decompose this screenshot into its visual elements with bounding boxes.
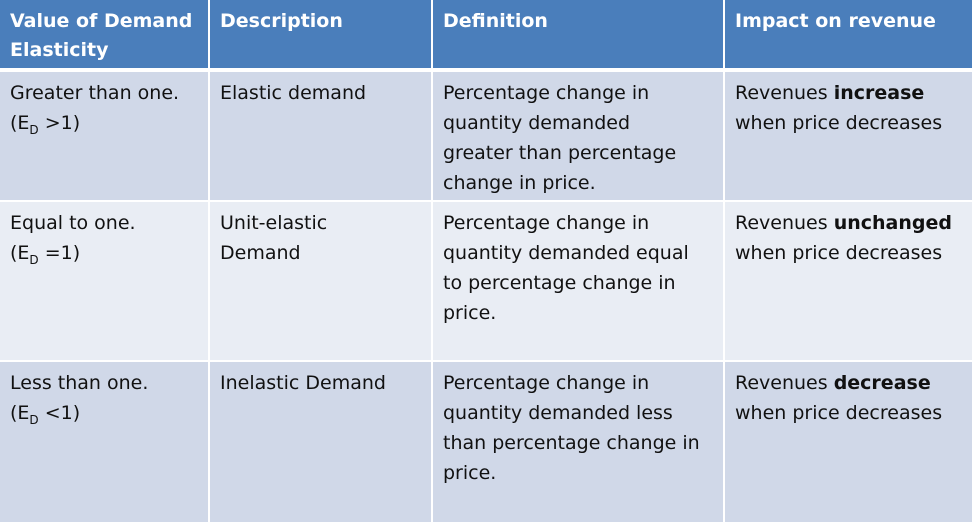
row3-definition-cell: Percentage change in quantity demanded l… [433,362,725,524]
row3-definition-line1: Percentage change in [443,372,650,394]
row2-definition-line3: to percentage change in [443,272,676,294]
header-col1-line1: Value of Demand [10,10,193,32]
header-description: Description [210,0,433,72]
row3-value-cell: Less than one. (ED <1) [0,362,210,524]
row1-impact-line1: Revenues increase [735,82,925,104]
row2-description-line1: Unit-elastic [220,212,328,234]
row3-description-cell: Inelastic Demand [210,362,433,524]
row2-value-cell: Equal to one. (ED =1) [0,202,210,362]
row3-impact-line2: when price decreases [735,402,943,424]
row1-value-line1: Greater than one. [10,82,180,104]
row1-definition-line2: quantity demanded [443,112,631,134]
row1-value-cell: Greater than one. (ED >1) [0,72,210,202]
row1-impact-cell: Revenues increase when price decreases [725,72,972,202]
row1-impact-keyword: increase [833,82,925,104]
row2-impact-line2: when price decreases [735,242,943,264]
row3-definition-line4: price. [443,462,497,484]
row3-impact-line1: Revenues decrease [735,372,931,394]
row2-definition-line1: Percentage change in [443,212,650,234]
row2-description-line2: Demand [220,242,301,264]
row1-description-cell: Elastic demand [210,72,433,202]
row2-impact-cell: Revenues unchanged when price decreases [725,202,972,362]
row1-description-line1: Elastic demand [220,82,367,104]
header-col2: Description [220,10,343,32]
row2-definition-line2: quantity demanded equal [443,242,689,264]
row3-impact-keyword: decrease [833,372,931,394]
row1-definition-line1: Percentage change in [443,82,650,104]
row2-impact-line1: Revenues unchanged [735,212,952,234]
row3-description-line1: Inelastic Demand [220,372,386,394]
row1-value-line2: (ED >1) [10,112,81,137]
row1-definition-line4: change in price. [443,172,596,194]
row3-value-line1: Less than one. [10,372,149,394]
row1-definition-line3: greater than percentage [443,142,677,164]
row1-impact-line2: when price decreases [735,112,943,134]
row2-description-cell: Unit-elastic Demand [210,202,433,362]
header-col3: Definition [443,10,548,32]
row3-value-line2: (ED <1) [10,402,81,427]
header-definition: Definition [433,0,725,72]
row3-definition-line3: than percentage change in [443,432,700,454]
row2-value-line1: Equal to one. [10,212,136,234]
header-impact-on-revenue: Impact on revenue [725,0,972,72]
row2-impact-keyword: unchanged [833,212,952,234]
row3-definition-line2: quantity demanded less [443,402,673,424]
row3-impact-cell: Revenues decrease when price decreases [725,362,972,524]
header-value-of-demand-elasticity: Value of Demand Elasticity [0,0,210,72]
header-col4: Impact on revenue [735,10,936,32]
header-col1-line2: Elasticity [10,39,109,61]
row2-value-line2: (ED =1) [10,242,81,267]
row2-definition-cell: Percentage change in quantity demanded e… [433,202,725,362]
row1-definition-cell: Percentage change in quantity demanded g… [433,72,725,202]
row2-definition-line4: price. [443,302,497,324]
